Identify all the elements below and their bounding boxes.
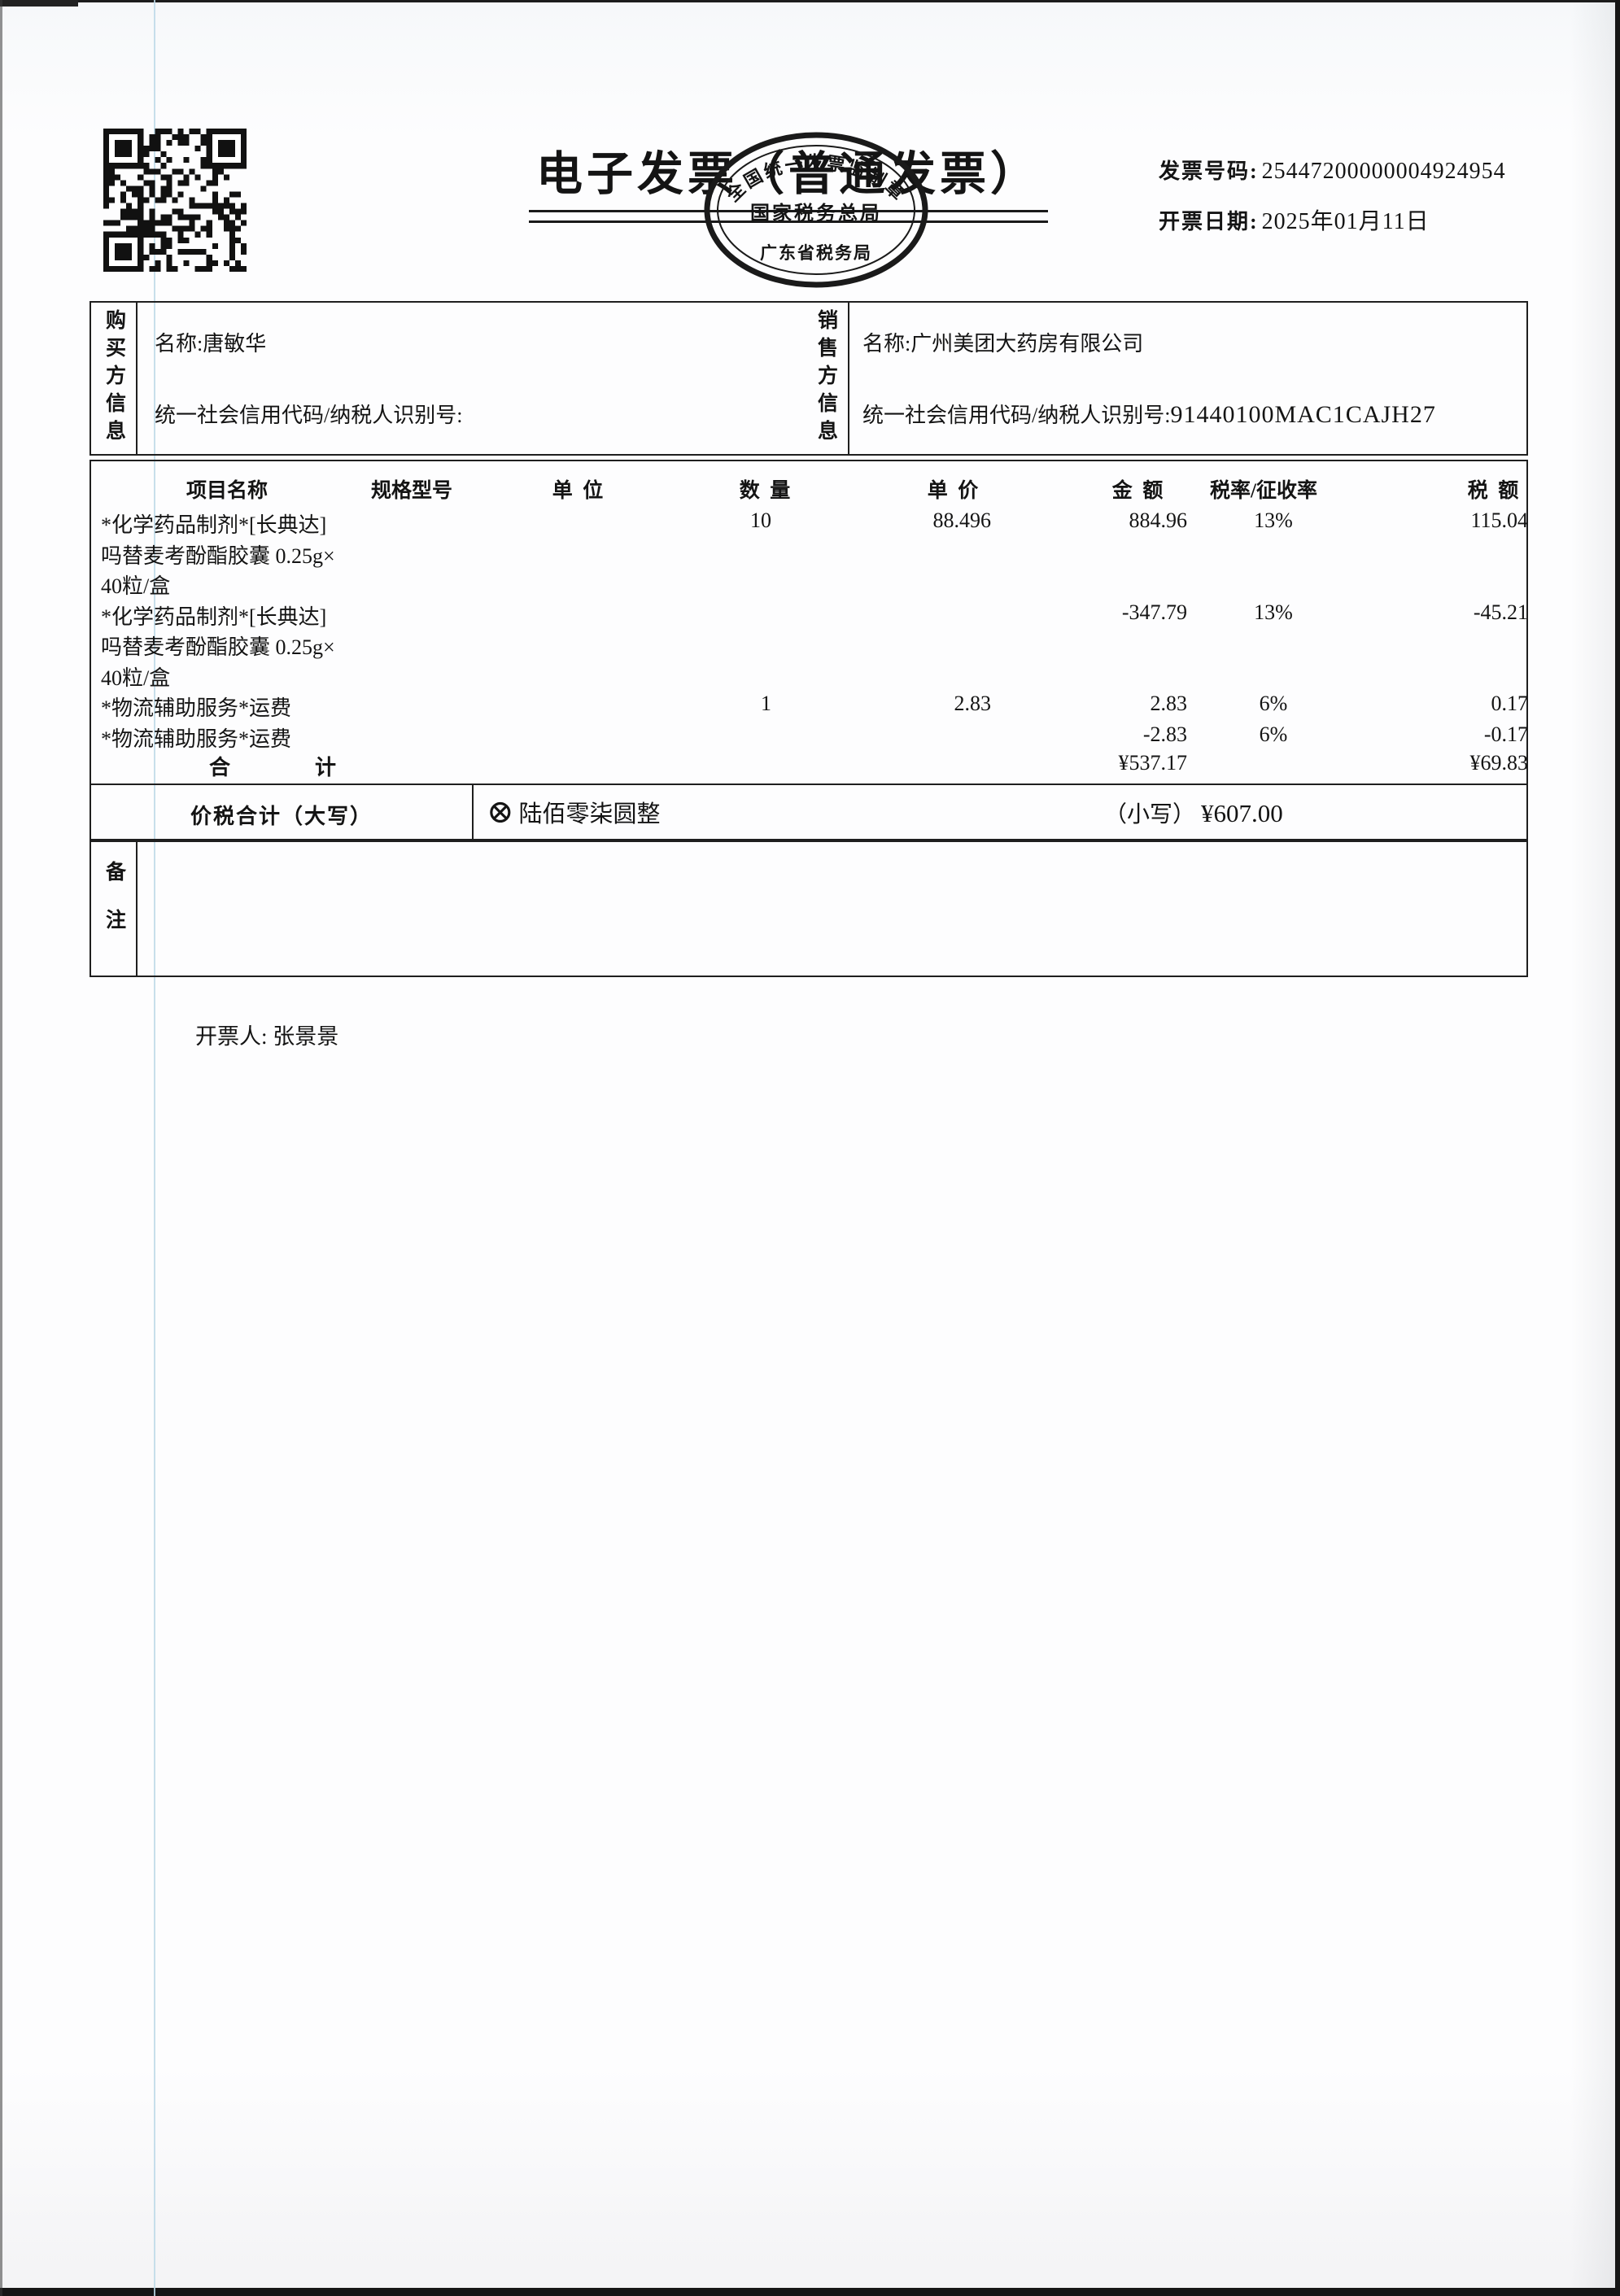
- buyer-name-value: 唐敏华: [203, 332, 267, 356]
- item-qty: 10: [750, 509, 771, 532]
- item-row-line: 40粒/盒: [91, 570, 1526, 600]
- total-label: 合 计: [209, 756, 337, 779]
- item-tax: -45.21: [1473, 600, 1528, 624]
- scan-edge-mark: [0, 0, 78, 7]
- item-tax: 115.04: [1470, 509, 1528, 532]
- parties-box: 购买方信息 名称:唐敏华 统一社会信用代码/纳税人识别号: 销售方信息 名称:广…: [90, 301, 1528, 456]
- item-row-line: 吗替麦考酚酯胶囊 0.25g×: [91, 539, 1526, 570]
- invoice-number-value: 25447200000004924954: [1261, 159, 1506, 184]
- stamp-bottom-text: 广东省税务局: [760, 243, 872, 263]
- col-header-item-name: 项目名称: [186, 480, 269, 502]
- invoice-date-value: 2025年01月11日: [1261, 209, 1430, 234]
- grand-total-words: ⊗ 陆佰零柒圆整: [487, 795, 661, 829]
- item-tax: -0.17: [1483, 722, 1528, 746]
- issuer-label: 开票人:: [195, 1024, 268, 1049]
- qr-code: [103, 129, 247, 272]
- scan-shadow: [1570, 0, 1615, 2296]
- amount-in-figures: ¥607.00: [1201, 799, 1283, 827]
- grand-total-divider: [472, 785, 474, 839]
- scan-fold-line: [154, 0, 155, 2296]
- item-name: 40粒/盒: [101, 666, 171, 690]
- scan-edge-bottom: [0, 2288, 1620, 2296]
- item-row-line: *化学药品制剂*[长典达] 10 88.496 884.96 13% 115.04: [91, 509, 1528, 539]
- item-qty: 1: [761, 692, 771, 715]
- stamp-arc-text: 全国统一发票监制章: [722, 153, 907, 207]
- item-amount: -347.79: [1121, 600, 1187, 624]
- col-header-tax-rate: 税率/征收率: [1210, 480, 1317, 502]
- item-row-line: *物流辅助服务*运费 -2.83 6% -0.17: [91, 722, 1528, 753]
- item-name: *化学药品制剂*[长典达]: [101, 605, 327, 629]
- grand-total-figures: （小写） ¥607.00: [1104, 797, 1283, 829]
- total-row: 合 计 ¥537.17 ¥69.83: [91, 751, 1529, 782]
- item-row-line: 吗替麦考酚酯胶囊 0.25g×: [91, 631, 1526, 661]
- remarks-box: 备注: [90, 840, 1528, 977]
- tax-authority-stamp: 全国统一发票监制章 国家税务总局 广东省税务局: [704, 132, 928, 288]
- col-header-unit: 单 位: [552, 480, 604, 502]
- seller-taxid-line: 统一社会信用代码/纳税人识别号:91440100MAC1CAJH27: [862, 399, 1436, 429]
- issuer-name: 张景景: [273, 1024, 339, 1049]
- item-amount: -2.83: [1142, 722, 1187, 746]
- buyer-taxid-line: 统一社会信用代码/纳税人识别号:: [155, 399, 462, 429]
- scan-edge-top: [0, 0, 1620, 2]
- item-row-line: 40粒/盒: [91, 661, 1526, 692]
- invoice-date-row: 开票日期: 2025年01月11日: [1159, 203, 1430, 236]
- seller-name-value: 广州美团大药房有限公司: [910, 332, 1144, 356]
- title-divider-line-2: [529, 220, 1048, 223]
- item-rate: 6%: [1259, 692, 1288, 715]
- col-header-spec: 规格型号: [370, 480, 453, 502]
- buyer-name-label: 名称:: [155, 332, 203, 356]
- item-name: 吗替麦考酚酯胶囊 0.25g×: [101, 543, 335, 568]
- buyer-taxid-label: 统一社会信用代码/纳税人识别号:: [155, 404, 463, 427]
- invoice-number-row: 发票号码: 25447200000004924954: [1159, 155, 1506, 185]
- item-rate: 6%: [1259, 722, 1288, 746]
- buyer-side-label: 购买方信息: [91, 303, 138, 454]
- seller-taxid-value: 91440100MAC1CAJH27: [1170, 401, 1436, 428]
- item-name: *化学药品制剂*[长典达]: [101, 513, 327, 537]
- item-tax: 0.17: [1491, 692, 1529, 715]
- total-amount: ¥537.17: [1118, 751, 1188, 775]
- item-amount: 884.96: [1129, 509, 1188, 532]
- seller-taxid-label: 统一社会信用代码/纳税人识别号:: [862, 404, 1171, 427]
- item-name: *物流辅助服务*运费: [101, 727, 292, 751]
- col-header-tax: 税 额: [1467, 480, 1519, 502]
- col-header-unit-price: 单 价: [927, 480, 979, 502]
- col-header-qty: 数 量: [739, 480, 791, 502]
- seller-name-line: 名称:广州美团大药房有限公司: [862, 327, 1143, 357]
- item-row-line: *化学药品制剂*[长典达] -347.79 13% -45.21: [91, 600, 1528, 631]
- invoice-date-label: 开票日期:: [1159, 210, 1259, 234]
- stamp-center-text: 国家税务总局: [750, 202, 882, 225]
- figures-label: （小写）: [1104, 802, 1196, 827]
- items-table: 项目名称 规格型号 单 位 数 量 单 价 金 额 税率/征收率 税 额 *化学…: [90, 460, 1528, 784]
- crossed-circle-icon: ⊗: [487, 793, 514, 830]
- remarks-side-label: 备注: [91, 842, 138, 976]
- item-name: 吗替麦考酚酯胶囊 0.25g×: [101, 635, 335, 659]
- item-rate: 13%: [1254, 600, 1293, 624]
- invoice-title: 电子发票（普通发票）: [536, 149, 1041, 200]
- seller-name-label: 名称:: [862, 332, 911, 356]
- item-amount: 2.83: [1150, 692, 1188, 715]
- invoice-number-label: 发票号码:: [1159, 159, 1259, 183]
- scan-edge-left: [0, 0, 2, 2296]
- col-header-amount: 金 额: [1111, 480, 1164, 502]
- total-tax: ¥69.83: [1469, 751, 1529, 775]
- item-rate: 13%: [1254, 509, 1293, 532]
- issuer-line: 开票人: 张景景: [195, 1019, 338, 1050]
- grand-total-row: 价税合计（大写） ⊗ 陆佰零柒圆整 （小写） ¥607.00: [90, 784, 1528, 840]
- grand-total-words-label: 价税合计（大写）: [190, 805, 373, 828]
- scan-edge-right: [1615, 0, 1620, 2296]
- amount-in-words: 陆佰零柒圆整: [518, 801, 661, 827]
- seller-side-label: 销售方信息: [803, 303, 849, 454]
- item-price: 2.83: [954, 692, 992, 715]
- item-name: 40粒/盒: [101, 574, 171, 598]
- svg-text:全国统一发票监制章: 全国统一发票监制章: [722, 153, 910, 207]
- title-divider-line-1: [529, 210, 1048, 212]
- item-row-line: *物流辅助服务*运费 1 2.83 2.83 6% 0.17: [91, 692, 1529, 722]
- item-price: 88.496: [932, 509, 992, 532]
- buyer-name-line: 名称:唐敏华: [155, 327, 266, 357]
- item-name: *物流辅助服务*运费: [101, 696, 292, 720]
